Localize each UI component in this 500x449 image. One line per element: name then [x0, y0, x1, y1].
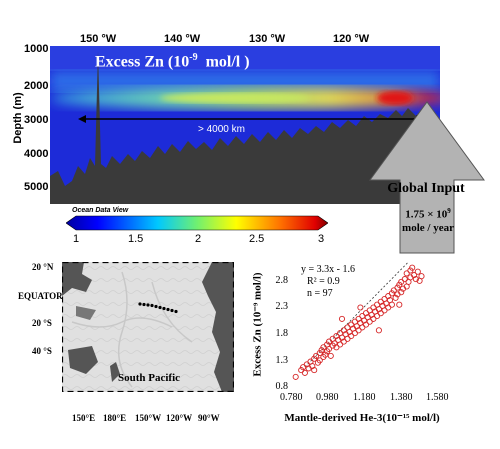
map-lon-180e: 180°E [103, 413, 127, 423]
distance-label: > 4000 km [198, 124, 245, 135]
depth-tick-1000: 1000 [24, 43, 49, 55]
depth-axis-label: Depth (m) [12, 92, 24, 144]
distance-arrow-left [78, 115, 86, 123]
scatter-annotation: y = 3.3x - 1.6 R² = 0.9 n = 97 [301, 264, 355, 300]
lon-tick-130w: 130 °W [249, 33, 286, 45]
scatter-point [348, 332, 355, 340]
colorbar-tick-2: 2 [195, 233, 202, 245]
scatter-point [327, 352, 334, 359]
australia-landmass [68, 346, 98, 374]
sample-count: n = 97 [307, 288, 333, 299]
map-region-label: South Pacific [118, 372, 181, 384]
scatter-xlabel: Mantle-derived He-3(10⁻¹⁵ mol/l) [284, 412, 440, 424]
colorbar [66, 215, 328, 231]
r-squared: R² = 0.9 [307, 276, 340, 287]
scatter-xtick-1580: 1.580 [426, 392, 449, 403]
colorbar-tick-1-5: 1.5 [128, 233, 144, 245]
scatter-ytick-2-8: 2.8 [275, 275, 289, 286]
new-zealand [110, 362, 120, 382]
scatter-point [357, 304, 364, 311]
scatter-ytick-1-8: 1.8 [275, 328, 289, 339]
pacific-map [62, 262, 234, 392]
map-lat-20n: 20 °N [32, 262, 54, 272]
scatter-point [401, 276, 408, 283]
map-lon-150w: 150°W [135, 413, 162, 423]
scatter-point [359, 324, 366, 331]
scatter-xtick-0980: 0.980 [316, 392, 339, 403]
scatter-point [388, 301, 395, 308]
map-lat-20s: 20 °S [32, 318, 52, 328]
map-lat-40s: 40 °S [32, 346, 52, 356]
colorbar-tick-2-5: 2.5 [249, 233, 265, 245]
colorbar-tick-3: 3 [318, 233, 325, 245]
scatter-point [322, 351, 329, 358]
scatter-point [344, 335, 351, 342]
depth-tick-3000: 3000 [24, 114, 49, 126]
section-title: Excess Zn (10-9 mol/l ) [95, 52, 250, 71]
scatter-point [392, 294, 399, 301]
scatter-point [374, 312, 381, 320]
depth-tick-4000: 4000 [24, 148, 49, 160]
scatter-ytick-1-3: 1.3 [275, 355, 289, 366]
scatter-point [325, 345, 333, 353]
scatter-point [313, 352, 320, 359]
lon-tick-120w: 120 °W [333, 33, 370, 45]
south-america-landmass [202, 262, 234, 392]
zn-section-plot [50, 46, 440, 204]
scatter-xtick-1380: 1.380 [390, 392, 413, 403]
scatter-point [338, 315, 346, 322]
odv-label: Ocean Data View [72, 207, 129, 214]
scatter-xtick-1180: 1.180 [353, 392, 376, 403]
scatter-point [370, 315, 377, 322]
depth-tick-2000: 2000 [24, 80, 49, 92]
global-input-title: Global Input [387, 181, 465, 196]
scatter-point [351, 330, 358, 337]
scatter-point [398, 289, 405, 296]
scatter-point [337, 341, 344, 348]
scatter-xtick-0780: 0.780 [280, 392, 303, 403]
scatter-ylabel: Excess Zn (10⁻⁹ mol/l) [251, 272, 264, 377]
regression-equation: y = 3.3x - 1.6 [301, 264, 355, 275]
lon-tick-150w: 150 °W [80, 33, 117, 45]
global-input-value: 1.75 × 109 [405, 207, 451, 221]
map-lon-90w: 90°W [198, 413, 220, 423]
scatter-point [409, 264, 416, 271]
scatter-point [301, 369, 308, 376]
scatter-point [396, 301, 403, 308]
scatter-point [414, 268, 421, 275]
scatter-point [355, 327, 362, 334]
scatter-point [412, 276, 419, 283]
zn-maximum [377, 91, 413, 105]
lon-tick-140w: 140 °W [164, 33, 201, 45]
scatter-point [292, 373, 299, 380]
scatter-point [381, 307, 388, 314]
scatter-point [316, 357, 323, 364]
scatter-ytick-0-8: 0.8 [275, 381, 289, 392]
cruise-track [138, 302, 178, 314]
asia-landmass [62, 262, 92, 296]
scatter-point [375, 327, 382, 334]
scatter-point [311, 367, 318, 374]
colorbar-tick-1: 1 [73, 233, 80, 245]
global-input-arrow [369, 101, 485, 254]
map-lat-equator: EQUATOR [18, 291, 63, 301]
scatter-ytick-2-3: 2.3 [275, 301, 289, 312]
scatter-point [418, 273, 425, 280]
map-lon-120w: 120°W [166, 413, 193, 423]
scatter-point [366, 318, 373, 325]
global-input-unit: mole / year [402, 222, 454, 234]
scatter-point [338, 334, 346, 341]
map-lon-150e: 150°E [72, 413, 96, 423]
scatter-point [362, 321, 370, 328]
seafloor-topography [50, 51, 440, 204]
scatter-plot [292, 262, 425, 380]
scatter-point [403, 270, 410, 277]
depth-tick-5000: 5000 [24, 181, 49, 193]
